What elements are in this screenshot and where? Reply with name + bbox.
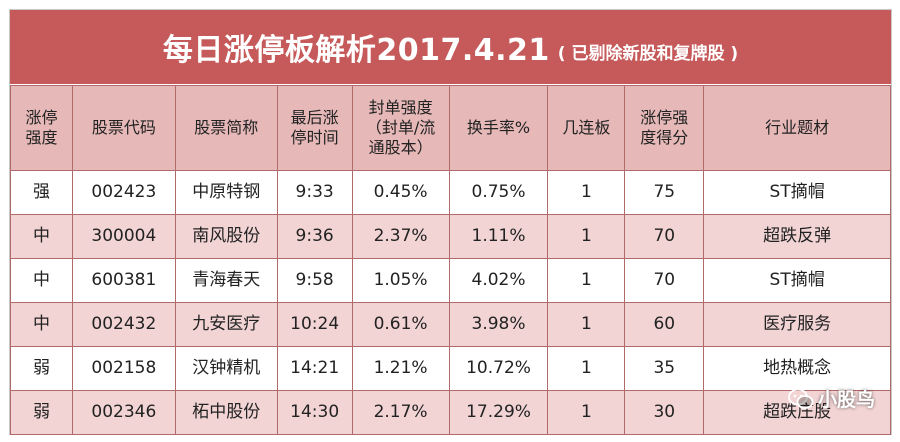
table-cell: 14:30 — [276, 390, 353, 435]
column-header: 换手率% — [448, 85, 549, 171]
table-cell: 600381 — [71, 258, 176, 303]
table-cell: 中 — [10, 258, 73, 303]
table-cell: 中 — [10, 214, 73, 259]
table-cell: 9:36 — [276, 214, 353, 259]
column-header-line: 度得分 — [640, 128, 689, 147]
table-cell: 1.05% — [351, 258, 450, 303]
column-header-line: 几连板 — [562, 118, 611, 137]
column-header: 行业题材 — [703, 85, 891, 171]
column-header-line: 涨停强 — [640, 108, 689, 127]
table-cell: 超跌庄股 — [703, 390, 891, 435]
table-cell: 1 — [547, 302, 626, 347]
column-header-line: 股票代码 — [91, 118, 156, 137]
title-bar: 每日涨停板解析2017.4.21 ( 已剔除新股和复牌股 ) — [10, 10, 891, 84]
table-cell: 2.17% — [351, 390, 450, 435]
table-cell: 9:33 — [276, 170, 353, 215]
table-body: 强 002423 中原特钢 9:33 0.45% 0.75% 1 75 ST摘帽中 300004 南… — [10, 170, 891, 435]
table-cell: 14:21 — [276, 346, 353, 391]
table-cell: 0.61% — [351, 302, 450, 347]
table-cell: 30 — [624, 390, 705, 435]
table-cell: 2.37% — [351, 214, 450, 259]
table-cell: 汉钟精机 — [174, 346, 278, 391]
table-cell: 002346 — [71, 390, 176, 435]
table-row: 弱 002346 柘中股份 14:30 2.17% 17.29% 1 30 超跌庄股 — [10, 390, 891, 435]
table-cell: 1.11% — [448, 214, 549, 259]
table-cell: 医疗服务 — [703, 302, 891, 347]
table-cell: 300004 — [71, 214, 176, 259]
table-cell: 1 — [547, 258, 626, 303]
table-cell: 17.29% — [448, 390, 549, 435]
table-cell: 弱 — [10, 390, 73, 435]
table-cell: 70 — [624, 214, 705, 259]
table-row: 中 002432 九安医疗 10:24 0.61% 3.98% 1 60 医疗服务 — [10, 302, 891, 347]
table-cell: 0.75% — [448, 170, 549, 215]
table-cell: 1 — [547, 390, 626, 435]
table-cell: 70 — [624, 258, 705, 303]
table-cell: 弱 — [10, 346, 73, 391]
table-cell: 青海春天 — [174, 258, 278, 303]
column-header-line: 封单强度 — [368, 98, 433, 117]
table-row: 强 002423 中原特钢 9:33 0.45% 0.75% 1 75 ST摘帽 — [10, 170, 891, 215]
column-header-line: 通股本） — [368, 138, 433, 157]
table-cell: 9:58 — [276, 258, 353, 303]
table-row: 弱 002158 汉钟精机 14:21 1.21% 10.72% 1 35 地热概念 — [10, 346, 891, 391]
column-header: 涨停 强度 — [10, 85, 73, 171]
table-cell: 1.21% — [351, 346, 450, 391]
column-header-line: 强度 — [25, 128, 58, 147]
column-header: 股票代码 — [71, 85, 176, 171]
table-cell: 1 — [547, 214, 626, 259]
column-header: 封单强度 （封单/流 通股本） — [351, 85, 450, 171]
table-cell: 4.02% — [448, 258, 549, 303]
column-header-line: 最后涨 — [290, 108, 339, 127]
header-row: 涨停 强度 股票代码 股票简称 最后涨 停时间 封单强度 （封单/流 通股本） 换手率% 几连板 涨停… — [10, 85, 891, 171]
table-cell: 10:24 — [276, 302, 353, 347]
column-header-line: （封单/流 — [365, 118, 436, 137]
wechat-icon — [788, 388, 814, 409]
table-cell: 0.45% — [351, 170, 450, 215]
page-title: 每日涨停板解析2017.4.21 — [162, 33, 550, 68]
column-header: 涨停强 度得分 — [624, 85, 705, 171]
table-cell: 柘中股份 — [174, 390, 278, 435]
table-cell: 002158 — [71, 346, 176, 391]
column-header: 股票简称 — [174, 85, 278, 171]
table-cell: 10.72% — [448, 346, 549, 391]
table-row: 中 300004 南风股份 9:36 2.37% 1.11% 1 70 超跌反弹 — [10, 214, 891, 259]
column-header-line: 股票简称 — [194, 118, 259, 137]
limit-up-table: 涨停 强度 股票代码 股票简称 最后涨 停时间 封单强度 （封单/流 通股本） 换手率% 几连板 涨停… — [10, 85, 891, 435]
table-cell: 3.98% — [448, 302, 549, 347]
column-header-line: 行业题材 — [765, 118, 830, 137]
watermark-text: 小股鸟 — [817, 389, 875, 411]
table-cell: 超跌反弹 — [703, 214, 891, 259]
column-header: 最后涨 停时间 — [276, 85, 353, 171]
table-cell: ST摘帽 — [703, 170, 891, 215]
table-cell: 1 — [547, 346, 626, 391]
table-cell: ST摘帽 — [703, 258, 891, 303]
table-cell: 1 — [547, 170, 626, 215]
table-cell: 中 — [10, 302, 73, 347]
column-header-line: 换手率% — [466, 118, 531, 137]
table-cell: 地热概念 — [703, 346, 891, 391]
table-cell: 002423 — [71, 170, 176, 215]
table-cell: 九安医疗 — [174, 302, 278, 347]
column-header-line: 停时间 — [290, 128, 339, 147]
table-cell: 强 — [10, 170, 73, 215]
column-header-line: 涨停 — [25, 108, 58, 127]
watermark: 小股鸟 — [788, 385, 875, 412]
table-cell: 002432 — [71, 302, 176, 347]
column-header: 几连板 — [547, 85, 626, 171]
page-subtitle: ( 已剔除新股和复牌股 ) — [557, 43, 739, 64]
table-frame: 每日涨停板解析2017.4.21 ( 已剔除新股和复牌股 ) 涨停 强度 股票代码股… — [9, 9, 892, 435]
table-row: 中 600381 青海春天 9:58 1.05% 4.02% 1 70 ST摘帽 — [10, 258, 891, 303]
table-cell: 60 — [624, 302, 705, 347]
table-cell: 中原特钢 — [174, 170, 278, 215]
table-cell: 75 — [624, 170, 705, 215]
table-cell: 南风股份 — [174, 214, 278, 259]
table-cell: 35 — [624, 346, 705, 391]
